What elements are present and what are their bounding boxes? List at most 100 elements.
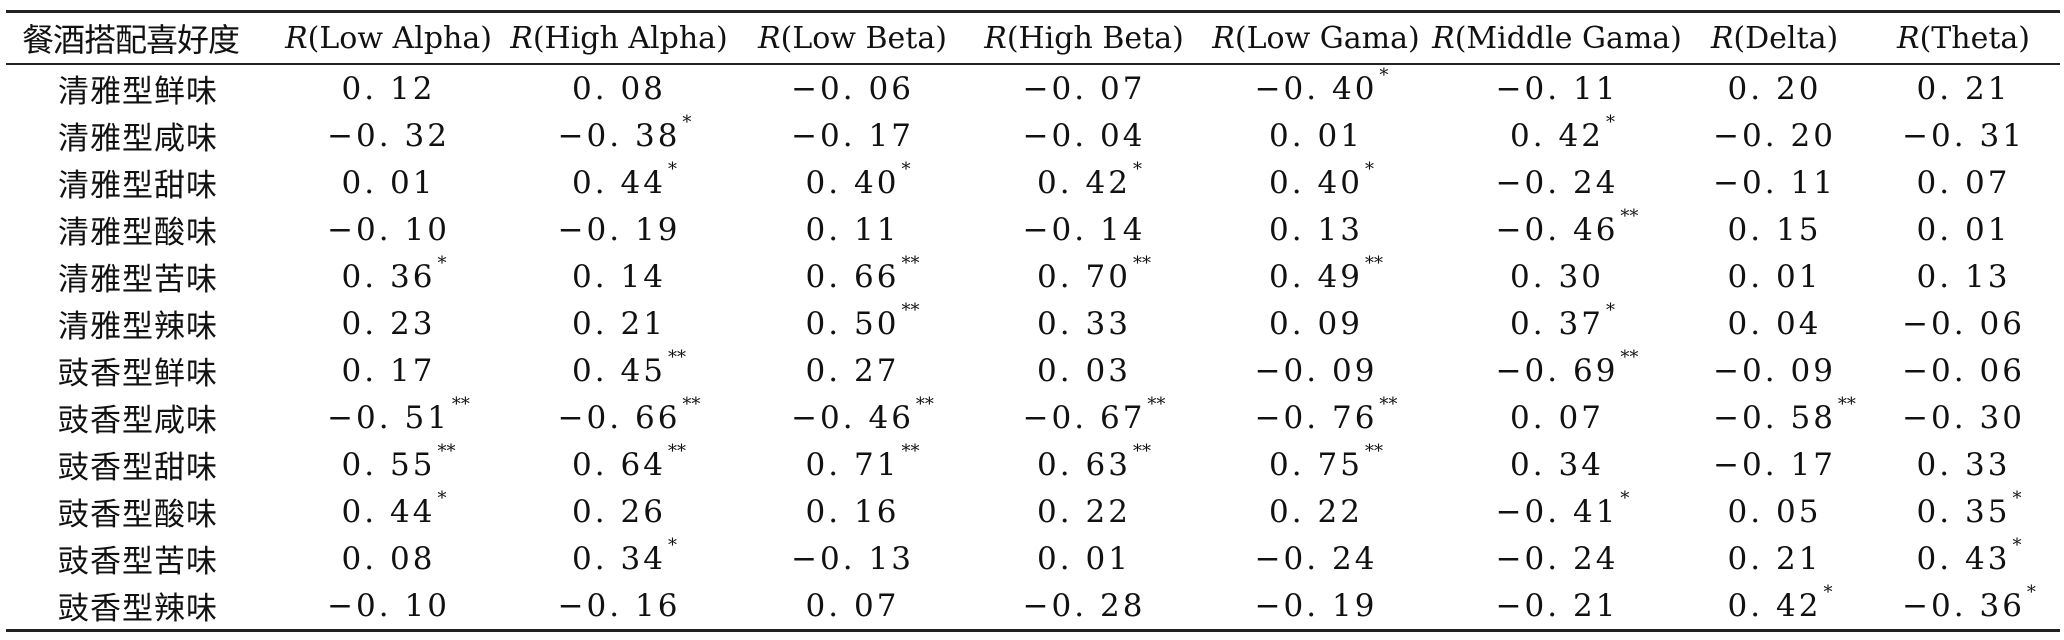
correlation-cell: 0. 34 *	[501, 535, 737, 582]
correlation-value-wrap: −0. 06	[1902, 306, 2025, 342]
correlation-value: 0. 34	[1510, 446, 1604, 483]
correlation-cell: 0. 70 **	[968, 253, 1200, 300]
correlation-value: 0. 33	[1916, 446, 2011, 483]
correlation-value-wrap: 0. 22	[1269, 494, 1363, 530]
table-row: 清雅型苦味 0. 36 * 0. 14 0. 66 ** 0. 70 ** 0. 49 ** 0. …	[6, 253, 2060, 300]
table-row: 豉香型咸味 −0. 51 ** −0. 66 ** −0. 46 ** −0. 67 ** −0.…	[6, 394, 2060, 441]
header-label: (High Beta)	[1006, 20, 1184, 56]
correlation-value: 0. 08	[572, 70, 666, 107]
correlation-cell: 0. 30	[1432, 253, 1682, 300]
correlation-cell: 0. 40 *	[737, 159, 968, 206]
table-body: 清雅型鲜味 0. 12 0. 08 −0. 06 −0. 07 −0. 40 * −0. 11…	[6, 64, 2060, 632]
correlation-cell: −0. 17	[1682, 441, 1867, 488]
correlation-cell: 0. 27	[737, 347, 968, 394]
correlation-cell: 0. 40 *	[1200, 159, 1432, 206]
correlation-cell: 0. 05	[1682, 488, 1867, 535]
correlation-value-wrap: −0. 13	[791, 541, 914, 577]
correlation-value-wrap: 0. 34	[1510, 447, 1604, 483]
correlation-value: −0. 20	[1713, 117, 1836, 154]
significance-marker: **	[437, 440, 456, 462]
correlation-value: −0. 32	[327, 117, 450, 154]
correlation-value-wrap: −0. 21	[1496, 588, 1619, 624]
correlation-value-wrap: 0. 13	[1917, 259, 2011, 295]
correlation-value: 0. 37	[1510, 305, 1604, 342]
correlation-value: 0. 08	[341, 540, 436, 577]
correlation-cell: 0. 63 **	[968, 441, 1200, 488]
correlation-value: 0. 05	[1727, 493, 1822, 530]
correlation-value: 0. 42	[1727, 587, 1822, 624]
correlation-value: 0. 21	[572, 305, 666, 342]
correlation-value: −0. 13	[791, 540, 914, 577]
correlation-cell: −0. 58 **	[1682, 394, 1867, 441]
correlation-cell: −0. 21	[1432, 582, 1682, 632]
header-label: (Low Gama)	[1234, 20, 1420, 56]
correlation-value-wrap: 0. 33	[1037, 306, 1131, 342]
correlation-value-wrap: 0. 07	[1510, 400, 1604, 436]
correlation-value: 0. 01	[341, 164, 436, 201]
header-r-symbol: R	[1896, 20, 1920, 56]
significance-marker: **	[1132, 252, 1151, 274]
correlation-value-wrap: −0. 58 **	[1713, 394, 1856, 436]
significance-marker: **	[1620, 205, 1639, 227]
row-label: 豉香型辣味	[6, 582, 276, 632]
correlation-value-wrap: 0. 75 **	[1269, 441, 1383, 483]
correlation-value: 0. 23	[341, 305, 436, 342]
significance-marker: **	[901, 299, 920, 321]
correlation-value-wrap: 0. 05	[1728, 494, 1822, 530]
correlation-value-wrap: 0. 21	[1728, 541, 1822, 577]
significance-marker: *	[901, 158, 911, 180]
correlation-value-wrap: −0. 19	[1255, 588, 1378, 624]
significance-marker: **	[1132, 440, 1151, 462]
correlation-value-wrap: −0. 07	[1023, 71, 1146, 107]
row-label: 豉香型咸味	[58, 403, 218, 439]
correlation-value-wrap: 0. 43 *	[1917, 535, 2022, 577]
correlation-cell: −0. 17	[737, 112, 968, 159]
correlation-value: 0. 42	[1510, 117, 1604, 154]
correlation-cell: −0. 20	[1682, 112, 1867, 159]
correlation-value: −0. 31	[1902, 117, 2025, 154]
correlation-value: 0. 50	[805, 305, 900, 342]
correlation-cell: 0. 49 **	[1200, 253, 1432, 300]
correlation-value: −0. 51	[327, 399, 450, 436]
correlation-value-wrap: −0. 17	[1713, 447, 1836, 483]
correlation-value-wrap: 0. 66 **	[806, 253, 920, 295]
correlation-value-wrap: 0. 01	[342, 165, 436, 201]
correlation-value: 0. 42	[1037, 164, 1131, 201]
correlation-value: −0. 14	[1022, 211, 1146, 248]
correlation-value: −0. 24	[1495, 540, 1619, 577]
correlation-value: −0. 17	[1713, 446, 1836, 483]
row-label: 清雅型苦味	[58, 262, 218, 298]
correlation-value: 0. 21	[1916, 70, 2011, 107]
correlation-value-wrap: 0. 26	[572, 494, 666, 530]
correlation-value-wrap: −0. 10	[327, 588, 450, 624]
correlation-value: 0. 26	[572, 493, 666, 530]
significance-marker: *	[1605, 111, 1615, 133]
significance-marker: *	[2026, 581, 2036, 603]
significance-marker: **	[901, 440, 920, 462]
correlation-cell: 0. 43 *	[1867, 535, 2060, 582]
correlation-cell: −0. 76 **	[1200, 394, 1432, 441]
correlation-value: −0. 09	[1713, 352, 1836, 389]
correlation-cell: 0. 22	[968, 488, 1200, 535]
correlation-value: −0. 30	[1902, 399, 2025, 436]
significance-marker: *	[1823, 581, 1833, 603]
correlation-value-wrap: 0. 09	[1269, 306, 1363, 342]
correlation-cell: −0. 10	[276, 582, 501, 632]
correlation-value: −0. 58	[1713, 399, 1836, 436]
correlation-value-wrap: 0. 07	[806, 588, 900, 624]
significance-marker: *	[2012, 487, 2022, 509]
correlation-value-wrap: −0. 51 **	[327, 394, 470, 436]
correlation-value-wrap: −0. 14	[1023, 212, 1146, 248]
correlation-cell: 0. 08	[501, 64, 737, 112]
correlation-value-wrap: −0. 38 *	[558, 112, 692, 154]
correlation-value: 0. 16	[805, 493, 900, 530]
correlation-value: 0. 03	[1037, 352, 1131, 389]
significance-marker: *	[437, 252, 447, 274]
correlation-value-wrap: −0. 28	[1023, 588, 1146, 624]
correlation-cell: 0. 45 **	[501, 347, 737, 394]
correlation-value: −0. 16	[557, 587, 681, 624]
correlation-value-wrap: 0. 44 *	[572, 159, 677, 201]
correlation-value-wrap: 0. 17	[342, 353, 436, 389]
correlation-cell: 0. 36 *	[276, 253, 501, 300]
correlation-value-wrap: 0. 01	[1728, 259, 1822, 295]
